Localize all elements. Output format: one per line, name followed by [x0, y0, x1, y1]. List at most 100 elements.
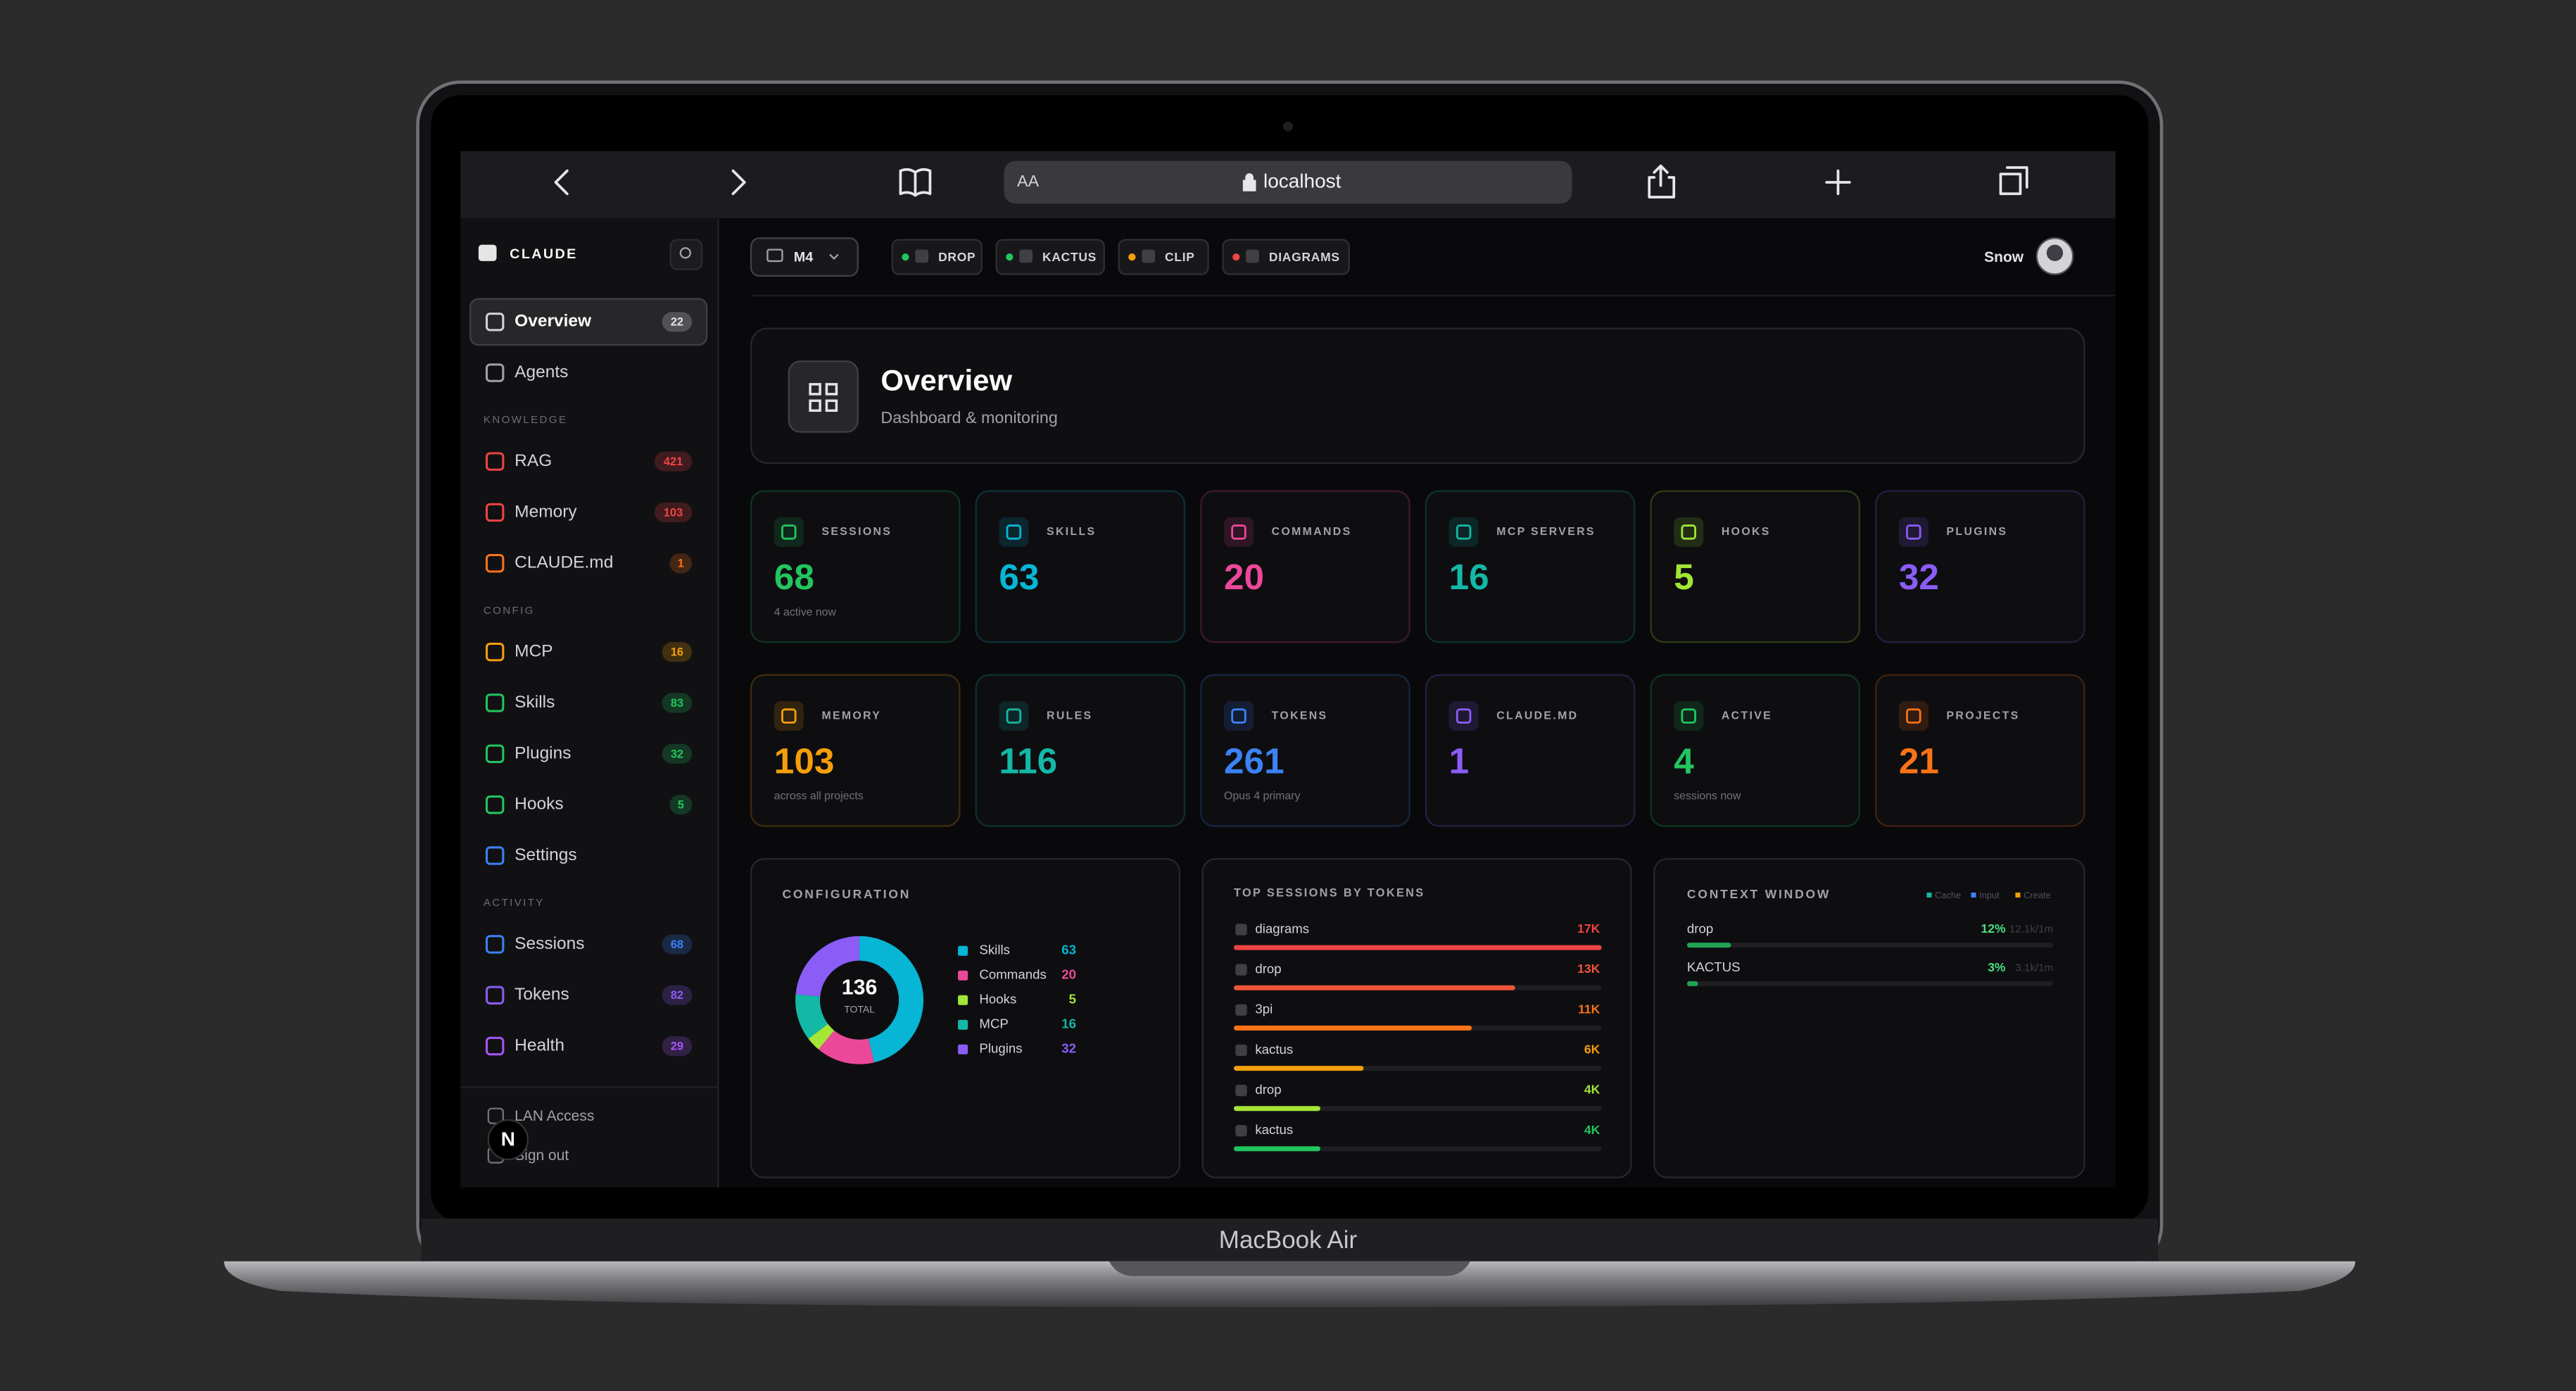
tag-label: DIAGRAMS [1269, 250, 1340, 264]
header-icon-glyph [809, 383, 838, 412]
donut-segment [859, 936, 924, 1063]
header-card [750, 327, 2085, 465]
stat-icon-glyph [1456, 708, 1472, 724]
reader-button[interactable]: AA [1017, 172, 1040, 190]
stat-value: 5 [1674, 557, 1694, 597]
nav-count: 22 [671, 316, 683, 329]
share-button[interactable] [1648, 164, 1676, 199]
context-card [1653, 857, 2085, 1178]
stat-label: PLUGINS [1947, 526, 2008, 538]
stat-icon [1448, 517, 1479, 547]
legend-swatch [958, 1019, 968, 1030]
stat-card [1425, 490, 1636, 643]
nav-badge [662, 743, 693, 764]
stat-note: Opus 4 primary [1224, 791, 1300, 802]
project-tag[interactable] [891, 239, 983, 275]
tag-label: KACTUS [1042, 250, 1097, 264]
nav-count: 32 [671, 748, 683, 760]
legend-label: Commands [979, 967, 1046, 982]
stat-card [1875, 490, 2085, 643]
legend-label: Skills [979, 943, 1010, 957]
donut-hole [820, 960, 899, 1040]
nav-icon [486, 363, 505, 382]
session-name: 3pi [1255, 1002, 1273, 1016]
session-tokens: 4K [1584, 1123, 1600, 1137]
nav-count: 29 [671, 1040, 683, 1053]
stat-card [975, 490, 1186, 643]
project-tag[interactable] [1118, 239, 1209, 275]
tag-icon [915, 249, 929, 263]
dev-indicator[interactable] [487, 1119, 529, 1161]
legend-swatch [2015, 892, 2021, 898]
nav-count: 103 [664, 506, 683, 519]
stat-label: CLAUDE.MD [1496, 710, 1578, 722]
nav-badge [662, 693, 693, 713]
donut-segment [795, 936, 860, 997]
tag-icon [1142, 249, 1156, 263]
legend-label: Cache [1935, 890, 1961, 900]
search-button[interactable] [669, 239, 703, 270]
new-tab-button[interactable] [1825, 169, 1851, 196]
stat-icon-glyph [781, 708, 797, 724]
project-tag[interactable] [995, 239, 1105, 275]
nav-active [469, 298, 708, 346]
stat-card [750, 674, 961, 827]
brand: CLAUDE [510, 246, 578, 262]
nav-icon [486, 846, 505, 865]
donut-total-label: TOTAL [844, 1003, 875, 1014]
stat-icon [1674, 517, 1704, 547]
stat-label: RULES [1047, 710, 1092, 722]
nav-count: 1 [678, 558, 684, 570]
forward-button[interactable] [731, 169, 746, 196]
stat-icon-glyph [1231, 708, 1246, 724]
bar-track [1234, 1106, 1602, 1112]
bookmarks-button[interactable] [899, 168, 932, 197]
tabs-button[interactable] [1999, 166, 2028, 196]
nav-item: Hooks [514, 795, 563, 814]
stat-value: 116 [999, 741, 1057, 781]
back-button[interactable] [554, 169, 569, 196]
nav-badge [669, 553, 693, 574]
stat-label: COMMANDS [1272, 526, 1352, 538]
legend-label: Plugins [979, 1041, 1022, 1056]
nav-section: CONFIG [484, 605, 535, 617]
nav-icon [486, 642, 505, 662]
nav-count: 82 [671, 989, 683, 1002]
base-notch [1109, 1261, 1470, 1276]
session-icon [1235, 1044, 1247, 1057]
card-title: CONFIGURATION [782, 887, 911, 901]
legend-label: Create [2023, 890, 2051, 900]
stat-icon [774, 701, 804, 731]
session-icon [1235, 964, 1247, 976]
sidebar-footer-link: LAN Access [514, 1108, 594, 1124]
nav-item: Tokens [514, 985, 569, 1004]
nav-badge [654, 451, 693, 472]
tag-icon [1019, 249, 1033, 263]
nav-icon [486, 986, 505, 1005]
nav-badge [669, 795, 693, 815]
nav-badge [662, 642, 693, 662]
stat-label: TOKENS [1272, 710, 1328, 722]
stat-label: SKILLS [1047, 526, 1096, 538]
nav-badge [662, 312, 693, 332]
nav-badge [662, 985, 693, 1005]
stat-icon [1898, 517, 1928, 547]
device-label: MacBook Air [1219, 1226, 1358, 1254]
url: localhost [1263, 170, 1341, 191]
machine-select[interactable] [750, 237, 859, 277]
stat-value: 4 [1674, 741, 1694, 781]
nav-icon [486, 1036, 505, 1056]
session-name: kactus [1255, 1122, 1293, 1137]
nav-count: 83 [671, 697, 683, 710]
session-tokens: 4K [1584, 1083, 1600, 1097]
tag-label: DROP [938, 250, 976, 264]
donut-total: 136 [842, 976, 878, 999]
session-bar [1234, 1106, 1320, 1112]
address-bar[interactable] [1004, 160, 1572, 204]
stat-note: across all projects [774, 791, 864, 802]
session-tokens: 13K [1577, 962, 1600, 976]
project-tag[interactable] [1222, 239, 1350, 275]
session-tokens: 17K [1577, 921, 1600, 936]
stat-card [975, 674, 1186, 827]
